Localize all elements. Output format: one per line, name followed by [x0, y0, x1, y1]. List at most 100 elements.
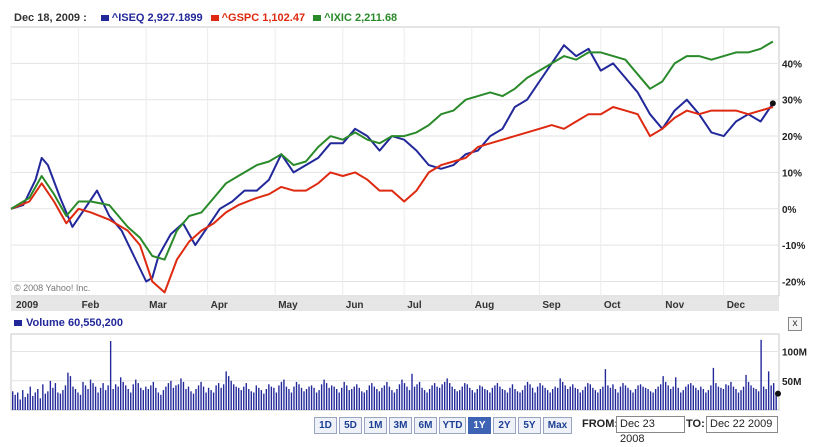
volume-bar	[62, 390, 64, 410]
volume-bar	[632, 392, 634, 410]
volume-bar	[273, 387, 275, 410]
volume-bar	[544, 387, 546, 410]
volume-bar	[519, 392, 521, 410]
close-volume-button[interactable]: x	[788, 317, 802, 331]
volume-bar	[727, 385, 730, 410]
volume-bar	[74, 389, 77, 410]
volume-bar	[348, 390, 350, 410]
volume-bar	[82, 381, 84, 410]
volume-bar	[418, 381, 421, 410]
volume-bar	[270, 386, 273, 410]
volume-bar	[313, 387, 315, 410]
volume-bar	[315, 392, 318, 410]
price-y-tick-label: -10%	[782, 241, 805, 252]
range-3m-button[interactable]: 3M	[389, 417, 412, 434]
volume-bar	[92, 383, 94, 410]
volume-bar	[770, 385, 772, 410]
volume-bar	[225, 371, 227, 410]
to-date-input[interactable]: Dec 22 2009	[706, 416, 778, 433]
volume-bar	[536, 386, 539, 410]
volume-bar	[717, 386, 720, 410]
volume-bar	[647, 389, 649, 410]
volume-bar	[162, 390, 165, 410]
volume-bar	[122, 381, 124, 410]
legend-item-iseq[interactable]: ^ISEQ 2,927.1899	[100, 12, 203, 24]
volume-bar	[755, 389, 757, 410]
volume-bar	[765, 389, 767, 410]
range-1m-button[interactable]: 1M	[364, 417, 387, 434]
volume-bar	[767, 371, 770, 410]
volume-bar	[725, 384, 727, 410]
volume-bar	[474, 392, 476, 410]
volume-legend-label: Volume 60,550,200	[26, 317, 124, 329]
volume-bar	[371, 383, 373, 410]
volume-bar	[431, 385, 433, 410]
volume-bar	[629, 390, 632, 410]
volume-bar	[343, 381, 345, 410]
volume-bar	[32, 396, 34, 410]
volume-bar	[436, 386, 438, 410]
volume-bar	[747, 381, 750, 410]
from-date-input[interactable]: Dec 23 2008	[616, 416, 685, 445]
volume-bar	[255, 385, 257, 410]
volume-bar	[114, 384, 117, 410]
volume-bar	[667, 385, 669, 410]
volume-bar	[373, 386, 376, 410]
volume-bar	[516, 391, 519, 410]
volume-bar	[634, 389, 637, 410]
legend-item-gspc[interactable]: ^GSPC 1,102.47	[210, 12, 305, 24]
range-ytd-button[interactable]: YTD	[439, 417, 466, 434]
price-y-tick-label: -20%	[782, 277, 805, 288]
range-1d-button[interactable]: 1D	[314, 417, 337, 434]
volume-bar	[524, 385, 526, 410]
volume-bar	[250, 391, 252, 410]
range-2y-button[interactable]: 2Y	[493, 417, 516, 434]
legend-item-ixic[interactable]: ^IXIC 2,211.68	[313, 12, 397, 24]
range-6m-button[interactable]: 6M	[414, 417, 437, 434]
volume-bar	[238, 387, 240, 410]
range-1y-button[interactable]: 1Y	[468, 417, 491, 434]
range-5d-button[interactable]: 5D	[339, 417, 362, 434]
volume-bar	[476, 389, 478, 410]
volume-bar	[514, 389, 516, 410]
legend-ixic-label: ^IXIC 2,211.68	[324, 12, 398, 24]
volume-bar	[471, 390, 473, 410]
volume-bar	[720, 387, 722, 410]
volume-bar	[411, 373, 413, 410]
volume-bar	[745, 374, 747, 410]
volume-bar	[579, 392, 581, 410]
volume-bar	[37, 389, 39, 410]
volume-bar	[677, 387, 679, 410]
volume-bar	[386, 381, 388, 410]
volume-bar	[451, 386, 453, 410]
volume-bar	[398, 384, 401, 410]
volume-bar	[775, 393, 777, 410]
volume-bar	[664, 381, 667, 410]
volume-bar	[652, 392, 654, 410]
volume-bar	[644, 387, 647, 410]
volume-bar	[730, 381, 732, 410]
range-5y-button[interactable]: 5Y	[518, 417, 541, 434]
volume-bar	[456, 391, 458, 410]
volume-bar	[29, 386, 31, 410]
volume-bar	[539, 383, 541, 410]
volume-bar	[624, 385, 627, 410]
volume-bar	[541, 385, 544, 410]
volume-bar	[167, 383, 170, 410]
volume-bar	[602, 386, 604, 410]
volume-bar	[127, 389, 129, 410]
volume-bar	[692, 385, 694, 410]
last-value-marker	[769, 100, 776, 107]
volume-bar	[27, 393, 29, 410]
range-max-button[interactable]: Max	[543, 417, 572, 434]
volume-bar	[617, 392, 619, 410]
volume-bar	[484, 389, 486, 410]
volume-bar	[567, 389, 569, 410]
volume-bar	[622, 383, 624, 410]
volume-bar	[441, 384, 443, 410]
price-y-tick-label: 40%	[782, 59, 802, 70]
volume-bar	[335, 389, 338, 410]
volume-bar	[654, 389, 657, 410]
volume-bar	[757, 391, 760, 410]
volume-bar	[531, 387, 534, 410]
